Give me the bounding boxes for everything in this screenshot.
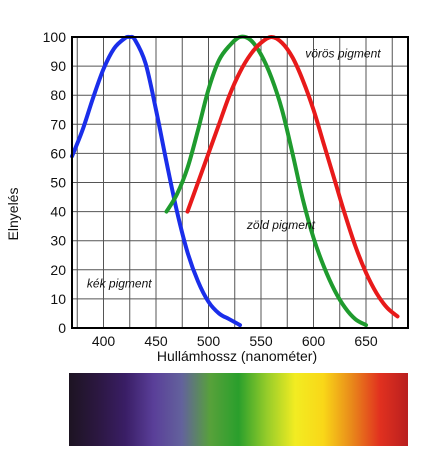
x-tick-label: 650 bbox=[354, 333, 378, 349]
x-tick-label: 400 bbox=[92, 333, 116, 349]
y-tick-label: 70 bbox=[50, 116, 66, 132]
y-tick-label: 40 bbox=[50, 204, 66, 220]
y-tick-label: 90 bbox=[50, 58, 66, 74]
x-tick-label: 550 bbox=[249, 333, 273, 349]
series-line-voros bbox=[185, 35, 400, 319]
y-tick-label: 80 bbox=[50, 87, 66, 103]
y-axis-title: Elnyelés bbox=[5, 188, 21, 241]
y-tick-label: 60 bbox=[50, 145, 66, 161]
series-annotation: kék pigment bbox=[87, 276, 152, 290]
x-axis-ticks: 400 450 500 550 600 650 bbox=[92, 333, 378, 349]
x-tick-label: 600 bbox=[302, 333, 326, 349]
y-tick-label: 50 bbox=[50, 175, 66, 191]
x-tick-label: 500 bbox=[197, 333, 221, 349]
y-tick-label: 20 bbox=[50, 262, 66, 278]
y-tick-label: 100 bbox=[43, 29, 67, 45]
color-spectrum-bar bbox=[69, 373, 408, 446]
series-annotations: vörös pigment zöld pigment kék pigment bbox=[87, 46, 381, 290]
plot-frame bbox=[71, 36, 409, 329]
y-tick-label: 0 bbox=[58, 320, 66, 336]
x-axis-title: Hullámhossz (nanométer) bbox=[157, 348, 317, 364]
y-tick-label: 10 bbox=[50, 291, 66, 307]
series-line-kek bbox=[70, 34, 242, 328]
y-tick-label: 30 bbox=[50, 233, 66, 249]
y-axis-ticks: 0 10 20 30 40 50 60 70 80 90 100 bbox=[43, 29, 67, 336]
x-tick-label: 450 bbox=[144, 333, 168, 349]
series-annotation: vörös pigment bbox=[305, 46, 381, 60]
series-lines bbox=[70, 34, 400, 328]
series-annotation: zöld pigment bbox=[246, 218, 316, 232]
series-line-zold bbox=[164, 34, 368, 328]
